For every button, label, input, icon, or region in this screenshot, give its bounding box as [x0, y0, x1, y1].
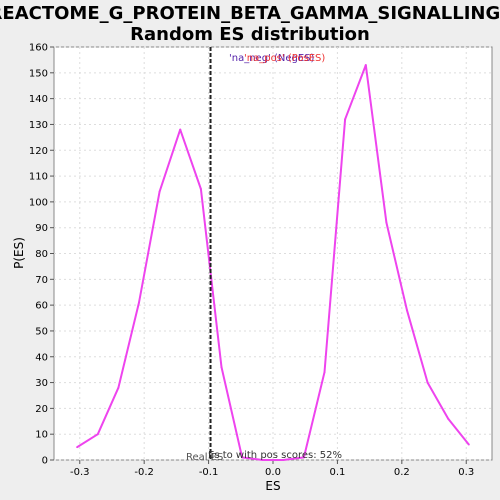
y-tick-label: 60 — [35, 301, 48, 312]
data-point — [261, 459, 264, 461]
data-point — [344, 118, 347, 121]
y-tick-label: 50 — [35, 326, 48, 337]
data-point — [302, 456, 305, 459]
y-axis-label: P(ES) — [12, 237, 26, 269]
y-tick-label: 80 — [35, 249, 48, 260]
data-point — [220, 366, 223, 369]
x-tick-label: -0.2 — [134, 467, 154, 478]
data-point — [323, 371, 326, 374]
chart-title-line2: Random ES distribution — [130, 24, 370, 45]
data-point — [241, 456, 244, 459]
chart-title-line1: REACTOME_G_PROTEIN_BETA_GAMMA_SIGNALLING… — [0, 3, 500, 24]
y-tick-label: 0 — [42, 456, 48, 467]
data-point — [385, 221, 388, 224]
series-line — [76, 64, 470, 461]
x-tick-label: 0.3 — [458, 467, 474, 478]
grid-lines — [54, 46, 492, 461]
y-tick-label: 130 — [29, 120, 48, 131]
real-es-annotation: Real ES — [186, 452, 223, 463]
y-tick-label: 140 — [29, 94, 48, 105]
data-point — [117, 386, 120, 389]
y-tick-label: 70 — [35, 275, 48, 286]
data-point — [179, 128, 182, 131]
y-tick-label: 40 — [35, 352, 48, 363]
x-tick-label: 0.0 — [265, 467, 281, 478]
data-point — [76, 446, 79, 449]
data-point — [158, 190, 161, 193]
pos-scores-annotation: Es to with pos scores: 52% — [208, 450, 342, 461]
y-tick-label: 110 — [29, 172, 48, 183]
data-point — [96, 433, 99, 436]
x-tick-label: 0.2 — [394, 467, 410, 478]
y-tick-label: 30 — [35, 378, 48, 389]
data-point — [426, 381, 429, 384]
x-axis-ticks: -0.3 -0.2 -0.1 0.0 0.1 0.2 0.3 — [70, 460, 474, 478]
y-tick-label: 10 — [35, 430, 48, 441]
series-group — [76, 64, 470, 461]
data-point — [364, 64, 367, 67]
y-tick-label: 150 — [29, 68, 48, 79]
y-tick-label: 120 — [29, 146, 48, 157]
y-tick-label: 20 — [35, 404, 48, 415]
legend-pos-label: 'na_pos' (PosES) — [244, 53, 325, 64]
data-point — [138, 301, 141, 304]
y-tick-label: 160 — [29, 43, 48, 54]
y-tick-label: 100 — [29, 197, 48, 208]
data-point — [199, 187, 202, 190]
x-axis-label: ES — [265, 479, 280, 493]
x-tick-label: 0.1 — [329, 467, 345, 478]
x-tick-label: -0.1 — [199, 467, 219, 478]
y-tick-label: 90 — [35, 223, 48, 234]
data-point — [282, 459, 285, 461]
data-point — [467, 443, 470, 446]
y-axis-ticks: 0 10 20 30 40 50 60 70 80 90 100 110 120 130 140 150 160 — [29, 43, 54, 467]
x-tick-label: -0.3 — [70, 467, 90, 478]
legend-neg-label: 'na_neg' (NegES) — [229, 53, 315, 64]
data-point — [405, 309, 408, 312]
data-point — [447, 417, 450, 420]
